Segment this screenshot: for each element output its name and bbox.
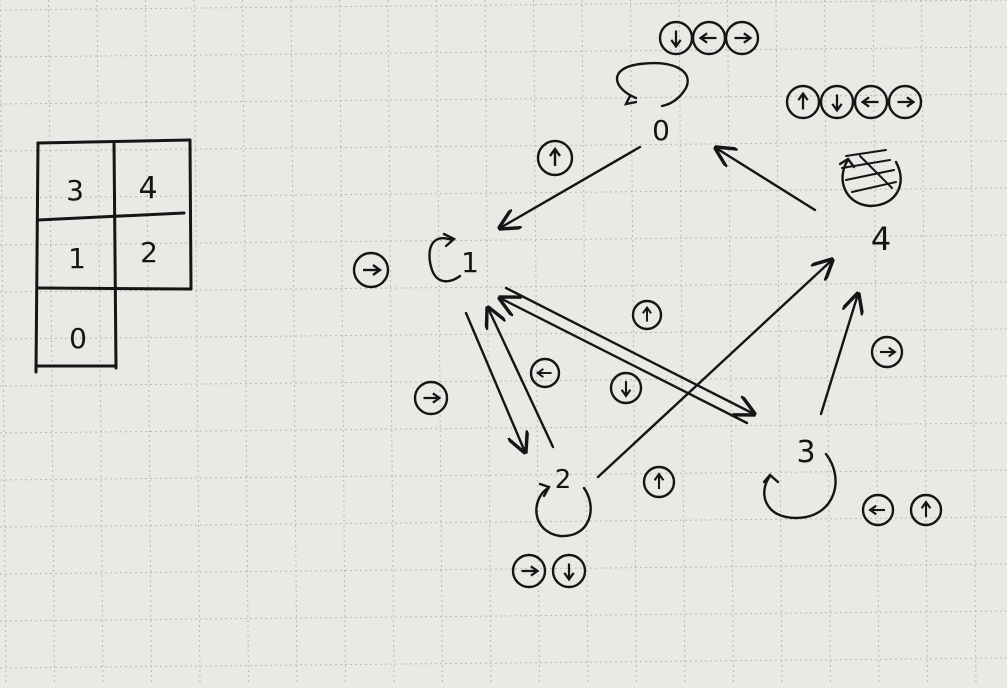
self-loop-4 xyxy=(841,158,902,208)
node-0-label: 0 xyxy=(652,114,670,147)
action-down-icon xyxy=(551,553,587,589)
action-badges-e-2-1 xyxy=(529,357,561,389)
action-up-icon xyxy=(785,84,821,120)
action-badges-e-1-2 xyxy=(413,380,449,416)
action-right-icon xyxy=(870,335,904,369)
table-cell-2: 2 xyxy=(140,236,158,269)
action-up-icon xyxy=(909,493,943,527)
action-left-icon xyxy=(529,357,561,389)
self-loop-4-arrowhead xyxy=(838,157,856,169)
action-down-icon xyxy=(658,20,694,56)
table-cell-4: 4 xyxy=(138,171,157,206)
table-border-left xyxy=(34,141,40,374)
node-4-label: 4 xyxy=(871,220,891,258)
action-right-icon xyxy=(724,20,760,56)
action-left-icon xyxy=(853,84,889,120)
action-badges-e-2-4 xyxy=(642,465,676,499)
self-loop-2-arrowhead xyxy=(538,482,551,498)
table-divider-vertical xyxy=(112,140,118,370)
action-up-icon xyxy=(642,465,676,499)
action-right-icon xyxy=(413,380,449,416)
action-badges-e-0-1 xyxy=(536,139,574,177)
action-right-icon xyxy=(352,251,390,289)
action-right-icon xyxy=(511,553,547,589)
action-badges-n1-self xyxy=(352,251,390,289)
self-loop-3 xyxy=(763,452,837,520)
action-badges-n0-self xyxy=(658,20,760,56)
self-loop-1 xyxy=(428,237,462,283)
self-loop-1-arrowhead xyxy=(442,232,457,248)
self-loop-4-scribble xyxy=(841,149,897,193)
table-cell-1: 1 xyxy=(68,242,86,275)
action-badges-e-1-3 xyxy=(609,371,643,405)
action-badges-n2-self xyxy=(511,553,587,589)
node-3-label: 3 xyxy=(796,435,815,470)
node-1-label: 1 xyxy=(461,246,479,279)
self-loop-0 xyxy=(616,61,689,108)
node-2-label: 2 xyxy=(555,465,572,495)
edge-1-to-2 xyxy=(464,311,525,452)
self-loop-3-arrowhead xyxy=(762,473,780,484)
table-cell-0: 0 xyxy=(69,322,87,355)
action-right-icon xyxy=(887,84,923,120)
edge-4-to-0 xyxy=(716,148,817,212)
edge-3-to-4 xyxy=(819,294,858,416)
action-up-icon xyxy=(631,299,663,331)
action-badges-n3-self xyxy=(861,493,943,527)
self-loop-0-arrowhead xyxy=(623,94,638,106)
edge-2-to-4 xyxy=(596,260,832,479)
edge-2-to-1 xyxy=(488,308,555,449)
edge-0-to-1 xyxy=(500,145,642,228)
action-badges-n4-self xyxy=(785,84,923,120)
table-border-right-upper xyxy=(188,138,193,291)
action-left-icon xyxy=(691,20,727,56)
action-left-icon xyxy=(861,493,895,527)
action-down-icon xyxy=(819,84,855,120)
action-badges-e-3-4 xyxy=(870,335,904,369)
table-cell-3: 3 xyxy=(66,174,84,207)
table-divider-h1 xyxy=(36,211,186,222)
action-badges-e-3-1 xyxy=(631,299,663,331)
edge-3-to-1 xyxy=(500,298,749,425)
state-grid-table: 3 4 1 2 0 xyxy=(34,138,193,374)
action-down-icon xyxy=(609,371,643,405)
table-divider-h2 xyxy=(36,286,193,291)
edge-1-to-3 xyxy=(504,286,754,414)
self-loop-2 xyxy=(535,486,592,538)
action-up-icon xyxy=(536,139,574,177)
